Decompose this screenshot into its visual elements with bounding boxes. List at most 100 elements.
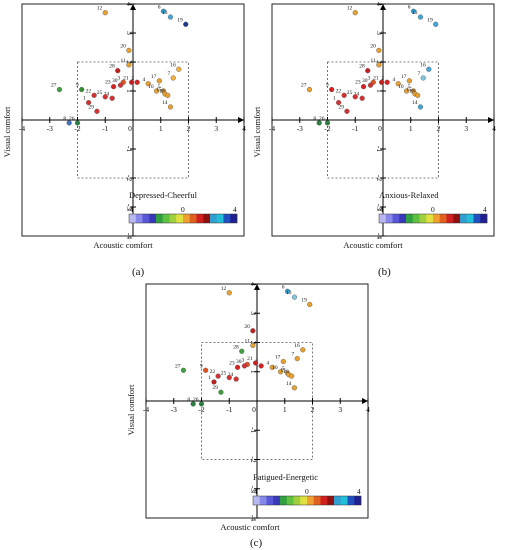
colorbar-tick-label: 0	[305, 487, 309, 496]
data-point-label: 27	[301, 83, 307, 89]
data-point-label: 25	[97, 90, 103, 96]
data-point-label: 6	[408, 4, 411, 10]
data-point	[145, 81, 151, 87]
data-point-label: 3	[242, 357, 245, 363]
data-point-label: 10	[398, 84, 404, 90]
y-tick-label: -3	[375, 204, 384, 210]
data-point	[376, 47, 382, 54]
legend-title: Depressed-Cheerful	[129, 190, 198, 200]
colorbar-cell	[392, 214, 400, 223]
x-tick-label: 3	[214, 124, 218, 133]
y-tick-label: -3	[125, 204, 134, 210]
colorbar-cell	[433, 214, 441, 223]
data-point-label: 8	[187, 397, 190, 403]
data-point	[384, 79, 390, 85]
x-tick-label: -3	[297, 124, 303, 133]
data-point	[329, 86, 335, 93]
data-point-label: 7	[167, 71, 170, 77]
data-point	[277, 369, 284, 375]
data-point-label: 21	[123, 75, 129, 81]
colorbar-frame	[128, 213, 238, 224]
data-point-label: 2	[131, 75, 134, 81]
colorbar-frame	[378, 213, 488, 224]
data-point	[241, 363, 248, 369]
data-point-label: 14	[412, 100, 418, 106]
data-point	[180, 367, 187, 373]
colorbar-cell	[266, 496, 274, 505]
y-tick-label: 2	[125, 60, 134, 64]
data-point	[167, 14, 174, 20]
data-point	[183, 21, 189, 27]
y-tick-label: -2	[249, 456, 258, 462]
data-point-label: 22	[210, 369, 216, 375]
x-tick-label: -2	[198, 405, 204, 414]
colorbar-cell	[259, 496, 267, 505]
y-tick-label: -4	[249, 515, 258, 521]
data-point-label: 8	[63, 116, 66, 122]
data-point	[417, 104, 424, 110]
x-axis-title: Acoustic comfort	[343, 240, 403, 250]
colorbar-cell	[176, 214, 184, 223]
panel-label-b: (b)	[378, 266, 391, 278]
data-point-label: 4	[267, 360, 270, 366]
x-axis-arrow	[362, 398, 368, 404]
data-point	[269, 364, 275, 370]
y-tick-label: 3	[375, 31, 384, 35]
data-point	[203, 367, 209, 373]
data-point-label: 5	[282, 366, 285, 372]
data-point-label: 26	[193, 397, 199, 403]
data-point	[233, 376, 239, 382]
data-point-label: 26	[319, 116, 325, 122]
data-point-label: 11	[245, 338, 251, 344]
x-tick-label: -1	[226, 405, 232, 414]
data-point	[170, 75, 176, 81]
data-point-label: 6	[158, 4, 161, 10]
data-point-label: 4	[143, 77, 146, 83]
y-axis-arrow	[254, 284, 260, 290]
colorbar-cell	[412, 214, 420, 223]
data-point	[160, 8, 167, 14]
data-point	[365, 68, 371, 74]
colorbar-tick-label: -4	[251, 487, 257, 496]
y-tick-label: 1	[375, 89, 384, 93]
y-tick-label: -1	[125, 146, 134, 152]
colorbar-cell	[320, 496, 328, 505]
data-point	[117, 82, 124, 88]
x-tick-label: 1	[283, 405, 287, 414]
data-point	[211, 379, 217, 385]
data-point	[376, 62, 382, 68]
colorbar-cell	[149, 214, 157, 223]
data-point-label: 23	[355, 80, 361, 86]
data-point-label: 19	[177, 17, 183, 23]
x-tick-label: 2	[437, 124, 441, 133]
data-point	[94, 108, 100, 114]
data-point-label: 23	[229, 360, 235, 366]
data-point-label: 14	[162, 100, 168, 106]
data-point	[289, 373, 295, 379]
data-point	[291, 294, 298, 300]
colorbar-tick-label: 4	[233, 205, 237, 214]
data-point-label: 17	[275, 355, 281, 361]
colorbar-cell	[340, 496, 348, 505]
data-point-label: 27	[175, 363, 181, 369]
data-point	[190, 401, 196, 407]
x-tick-label: -2	[324, 124, 330, 133]
data-point-label: 9	[326, 83, 329, 89]
data-point	[406, 78, 412, 84]
colorbar-cell	[293, 496, 301, 505]
x-axis-title: Acoustic comfort	[93, 240, 153, 250]
x-tick-label: 0	[128, 124, 132, 133]
data-point-label: 17	[151, 74, 157, 80]
x-axis-title: Acoustic comfort	[220, 522, 280, 532]
data-point	[167, 104, 174, 110]
colorbar-cell	[286, 496, 294, 505]
colorbar-cell	[162, 214, 170, 223]
colorbar-cell	[196, 214, 204, 223]
y-axis-arrow	[130, 4, 136, 10]
data-point	[420, 75, 426, 81]
data-point	[395, 81, 401, 87]
colorbar-tick-label: 4	[357, 487, 361, 496]
colorbar-cell	[453, 214, 461, 223]
x-tick-label: 2	[311, 405, 315, 414]
